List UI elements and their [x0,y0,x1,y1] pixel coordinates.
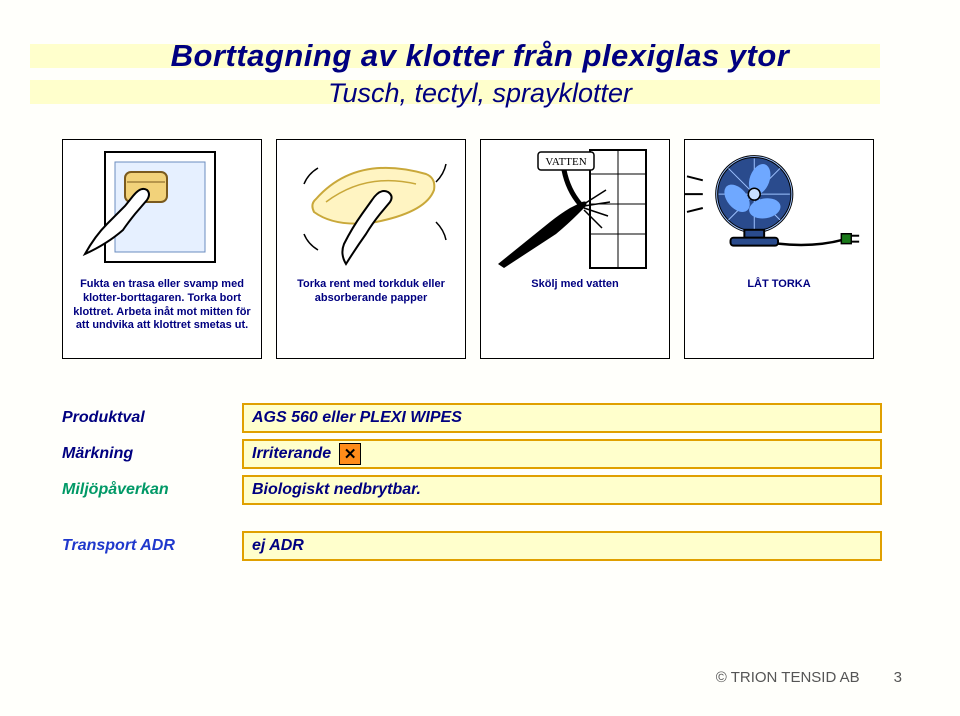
card-2-caption: Torka rent med torkduk eller absorberand… [277,278,465,306]
label-miljo: Miljöpåverkan [62,481,242,499]
card-3-caption: Skölj med vatten [525,278,624,292]
value-transport: ej ADR [242,531,882,561]
row-miljo: Miljöpåverkan Biologiskt nedbrytbar. [62,475,902,505]
footer-copyright: © TRION TENSID AB [716,669,860,686]
water-label: VATTEN [545,156,586,168]
footer: © TRION TENSID AB 3 [716,669,902,686]
page-subtitle: Tusch, tectyl, sprayklotter [328,78,632,109]
card-2: Torka rent med torkduk eller absorberand… [276,139,466,359]
value-produktval: AGS 560 eller PLEXI WIPES [242,403,882,433]
card-1: Fukta en trasa eller svamp med klotter-b… [62,139,262,359]
info-table: Produktval AGS 560 eller PLEXI WIPES Mär… [58,403,902,561]
card-3-illustration: VATTEN [481,140,669,278]
row-transport: Transport ADR ej ADR [62,531,902,561]
value-miljo: Biologiskt nedbrytbar. [242,475,882,505]
card-2-illustration [277,140,465,278]
label-produktval: Produktval [62,409,242,427]
card-4-caption: LÅT TORKA [741,278,816,292]
page-title: Borttagning av klotter från plexiglas yt… [171,38,790,74]
hazard-icon: ✕ [339,443,361,465]
footer-page-number: 3 [894,669,902,686]
slide: Borttagning av klotter från plexiglas yt… [0,0,960,716]
card-3: VATTEN Skölj med vatten [480,139,670,359]
value-markning-text: Irriterande [252,445,331,463]
value-miljo-text: Biologiskt nedbrytbar. [252,481,421,499]
label-transport: Transport ADR [62,537,242,555]
row-produktval: Produktval AGS 560 eller PLEXI WIPES [62,403,902,433]
value-transport-text: ej ADR [252,537,304,555]
card-1-caption: Fukta en trasa eller svamp med klotter-b… [63,278,261,333]
card-4-illustration [685,140,873,278]
value-markning: Irriterande ✕ [242,439,882,469]
card-1-illustration [63,140,261,278]
value-produktval-text: AGS 560 eller PLEXI WIPES [252,409,462,427]
row-markning: Märkning Irriterande ✕ [62,439,902,469]
instruction-cards: Fukta en trasa eller svamp med klotter-b… [58,139,902,359]
label-markning: Märkning [62,445,242,463]
card-4: LÅT TORKA [684,139,874,359]
